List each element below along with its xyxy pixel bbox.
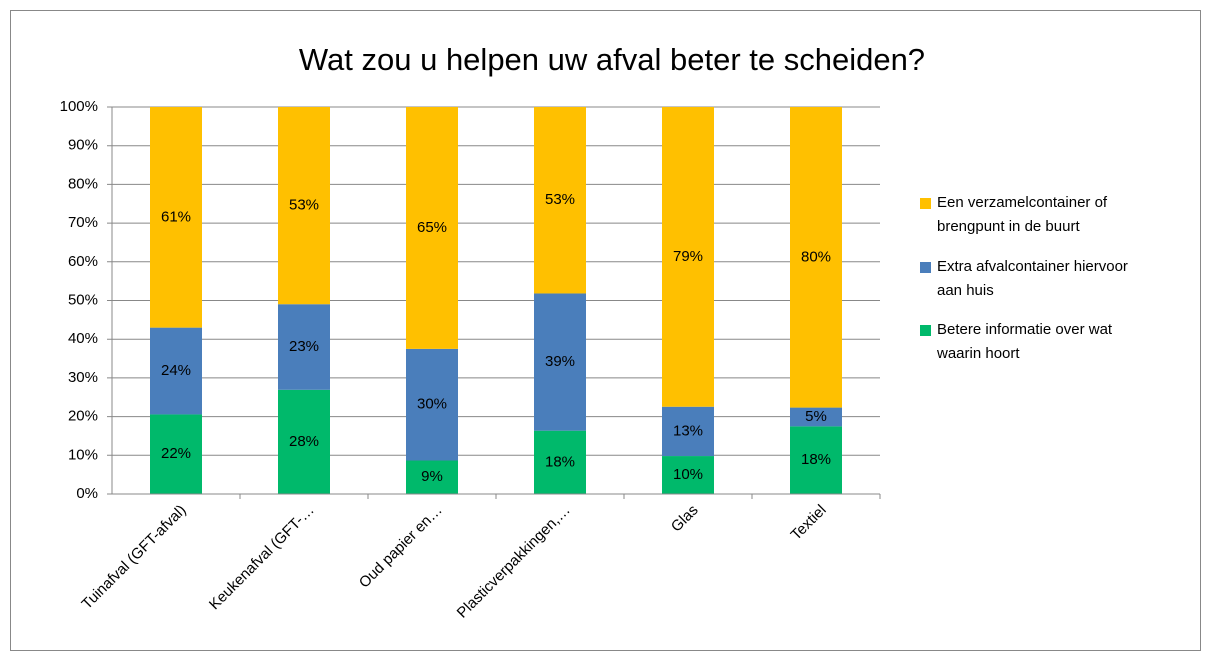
y-tick-label: 80% <box>68 175 98 192</box>
bar-segment <box>662 406 714 457</box>
data-label: 28% <box>289 433 319 450</box>
y-tick-label: 0% <box>76 485 98 502</box>
bar-segment <box>278 107 330 305</box>
bar-segment <box>790 407 842 427</box>
data-label: 18% <box>801 451 831 468</box>
bar-segment <box>534 293 586 431</box>
bar-segment <box>150 414 202 494</box>
legend-swatch <box>920 262 931 273</box>
legend-swatch <box>920 325 931 336</box>
y-tick-label: 60% <box>68 253 98 270</box>
bar-segment <box>534 107 586 294</box>
bar-segment <box>662 107 714 407</box>
data-label: 39% <box>545 353 575 370</box>
y-tick-label: 70% <box>68 214 98 231</box>
bar-segment <box>790 107 842 408</box>
data-label: 53% <box>545 191 575 208</box>
data-label: 30% <box>417 396 447 413</box>
data-label: 13% <box>673 422 703 439</box>
bar-segment <box>662 456 714 494</box>
y-tick-label: 40% <box>68 330 98 347</box>
data-label: 65% <box>417 219 447 236</box>
data-label: 10% <box>673 466 703 483</box>
bar-segment <box>150 107 202 328</box>
bar-segment <box>790 426 842 494</box>
data-label: 23% <box>289 338 319 355</box>
y-tick-label: 50% <box>68 291 98 308</box>
chart-title: Wat zou u helpen uw afval beter te schei… <box>299 42 925 77</box>
data-label: 80% <box>801 248 831 265</box>
y-tick-label: 10% <box>68 446 98 463</box>
bar-segment <box>150 327 202 415</box>
bar-segment <box>278 304 330 390</box>
data-label: 5% <box>805 408 827 425</box>
data-label: 22% <box>161 445 191 462</box>
legend-label: Een verzamelcontainer of brengpunt in de… <box>937 194 1108 235</box>
y-tick-label: 90% <box>68 137 98 154</box>
chart-border <box>10 10 1201 651</box>
data-label: 18% <box>545 453 575 470</box>
bar-segment <box>406 348 458 461</box>
bar-segment <box>534 430 586 494</box>
data-label: 53% <box>289 197 319 214</box>
legend-swatch <box>920 198 931 209</box>
legend-label: Extra afvalcontainer hiervoor aan huis <box>937 258 1128 299</box>
y-tick-label: 30% <box>68 369 98 386</box>
data-label: 24% <box>161 362 191 379</box>
bar-segment <box>278 389 330 494</box>
data-label: 9% <box>421 468 443 485</box>
bar-segment <box>406 107 458 349</box>
legend-label: Betere informatie over wat waarin hoort <box>937 321 1113 362</box>
y-tick-label: 20% <box>68 408 98 425</box>
data-label: 79% <box>673 248 703 265</box>
y-tick-label: 100% <box>60 98 98 115</box>
bar-segment <box>406 460 458 494</box>
data-label: 61% <box>161 208 191 225</box>
